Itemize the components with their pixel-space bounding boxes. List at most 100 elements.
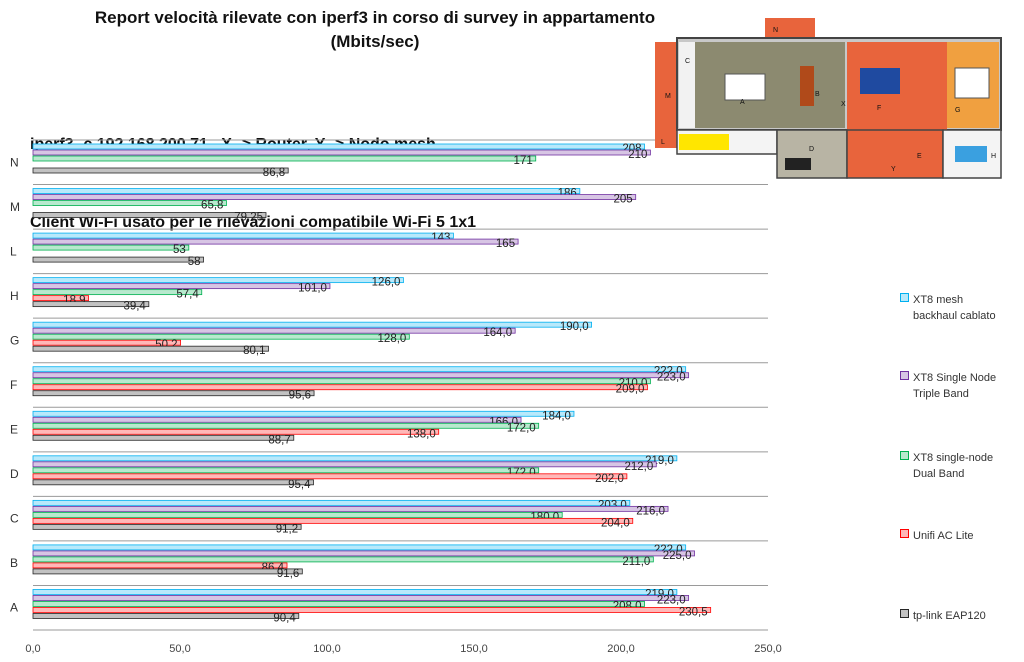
floorplan-label-y: Y — [891, 166, 896, 173]
bar — [32, 289, 203, 296]
data-label: 80,1 — [243, 345, 265, 357]
bar — [32, 155, 537, 162]
bar — [32, 422, 540, 429]
floorplan-desk — [785, 158, 811, 170]
legend-item: XT8 single-node Dual Band — [900, 450, 1024, 482]
x-tick-label: 200,0 — [607, 643, 635, 655]
bar — [32, 167, 289, 174]
bar — [32, 238, 519, 245]
chart-title-line2: (Mbits/sec) — [330, 32, 420, 51]
bar — [32, 188, 581, 194]
bar — [32, 232, 454, 239]
bar — [32, 149, 651, 156]
floorplan-room-l — [679, 134, 729, 150]
floorplan-label-h: H — [991, 153, 996, 160]
data-label: 172,0 — [507, 422, 536, 434]
x-tick-label: 0,0 — [25, 643, 40, 655]
floorplan-label-m: M — [665, 93, 671, 100]
floorplan-table — [724, 73, 766, 101]
bar — [32, 479, 314, 486]
legend-label: Unifi AC Lite — [913, 530, 974, 542]
category-label: N — [10, 155, 19, 169]
bar — [32, 568, 303, 575]
legend-label: XT8 Single Node — [913, 372, 997, 384]
bar — [32, 366, 687, 373]
category-label: C — [10, 512, 19, 526]
x-tick-label: 100,0 — [313, 643, 341, 655]
data-label: 126,0 — [372, 277, 401, 289]
category-label: E — [10, 423, 18, 437]
floorplan-label-x: X — [841, 101, 846, 108]
data-label: 86,8 — [263, 167, 285, 179]
x-tick-label: 50,0 — [169, 643, 190, 655]
legend-swatch — [900, 529, 909, 538]
legend-item: XT8 mesh backhaul cablato — [900, 292, 1024, 324]
data-label: 184,0 — [542, 410, 571, 422]
floorplan-room-c — [679, 42, 695, 128]
data-label: 91,2 — [276, 523, 298, 535]
data-label: 205 — [614, 194, 633, 206]
data-label: 211,0 — [622, 556, 650, 568]
data-label: 210 — [628, 149, 647, 161]
category-label: D — [10, 467, 19, 481]
data-label: 223,0 — [657, 594, 686, 606]
legend-label-line2: Dual Band — [913, 468, 965, 480]
chart-title: Report velocità rilevate con iperf3 in c… — [30, 6, 720, 54]
bar — [32, 256, 204, 263]
data-label: 165 — [496, 238, 515, 250]
data-label: 57,4 — [176, 289, 199, 301]
bar — [32, 499, 631, 506]
bar — [32, 601, 645, 607]
legend-item: Unifi AC Lite — [900, 528, 1024, 544]
client-description: Client Wi-Fi usato per le rilevazioni co… — [30, 214, 477, 231]
bar — [32, 589, 678, 595]
data-label: 216,0 — [636, 505, 665, 517]
data-label: 230,5 — [679, 606, 708, 618]
bar — [32, 434, 295, 441]
floorplan-bed-g — [954, 67, 990, 99]
bar — [32, 544, 687, 551]
legend-label-line2: Triple Band — [913, 388, 969, 400]
data-label: 204,0 — [601, 517, 630, 529]
bar — [32, 339, 181, 346]
category-label: M — [10, 200, 20, 214]
data-label: 88,7 — [268, 434, 290, 446]
data-label: 65,8 — [201, 200, 223, 212]
floorplan-roof-top — [765, 18, 815, 38]
bar — [32, 517, 634, 524]
bar — [32, 384, 648, 391]
data-label: 95,4 — [288, 479, 311, 491]
bar — [32, 428, 440, 435]
bar — [32, 613, 300, 619]
bar — [32, 390, 315, 397]
floorplan-label-b: B — [815, 91, 820, 98]
bar — [32, 378, 651, 385]
legend-label: XT8 single-node — [913, 452, 994, 464]
category-label: F — [10, 378, 17, 392]
bar — [32, 301, 150, 308]
legend-label: XT8 mesh — [913, 294, 964, 306]
bar — [32, 523, 302, 530]
data-label: 95,6 — [289, 390, 311, 402]
legend-label-line2: backhaul cablato — [913, 310, 996, 322]
bar — [32, 244, 190, 251]
bar — [32, 194, 637, 200]
data-label: 164,0 — [483, 327, 512, 339]
bar — [32, 283, 331, 290]
data-label: 128,0 — [378, 333, 407, 345]
floorplan-label-a: A — [740, 99, 745, 106]
bar — [32, 473, 628, 480]
bar — [32, 200, 227, 206]
bar — [32, 372, 690, 379]
floorplan-label-n: N — [773, 27, 778, 34]
bar — [32, 345, 269, 352]
legend-item: XT8 Single Node Triple Band — [900, 370, 1024, 402]
data-label: 212,0 — [624, 461, 653, 473]
floorplan-labels: N C A B X F G M L D E Y H — [661, 27, 996, 173]
data-label: 223,0 — [657, 372, 686, 384]
data-label: 39,4 — [123, 301, 146, 313]
data-label: 91,6 — [277, 568, 299, 580]
floorplan-sofa — [800, 66, 814, 106]
data-label: 225,0 — [663, 550, 692, 562]
